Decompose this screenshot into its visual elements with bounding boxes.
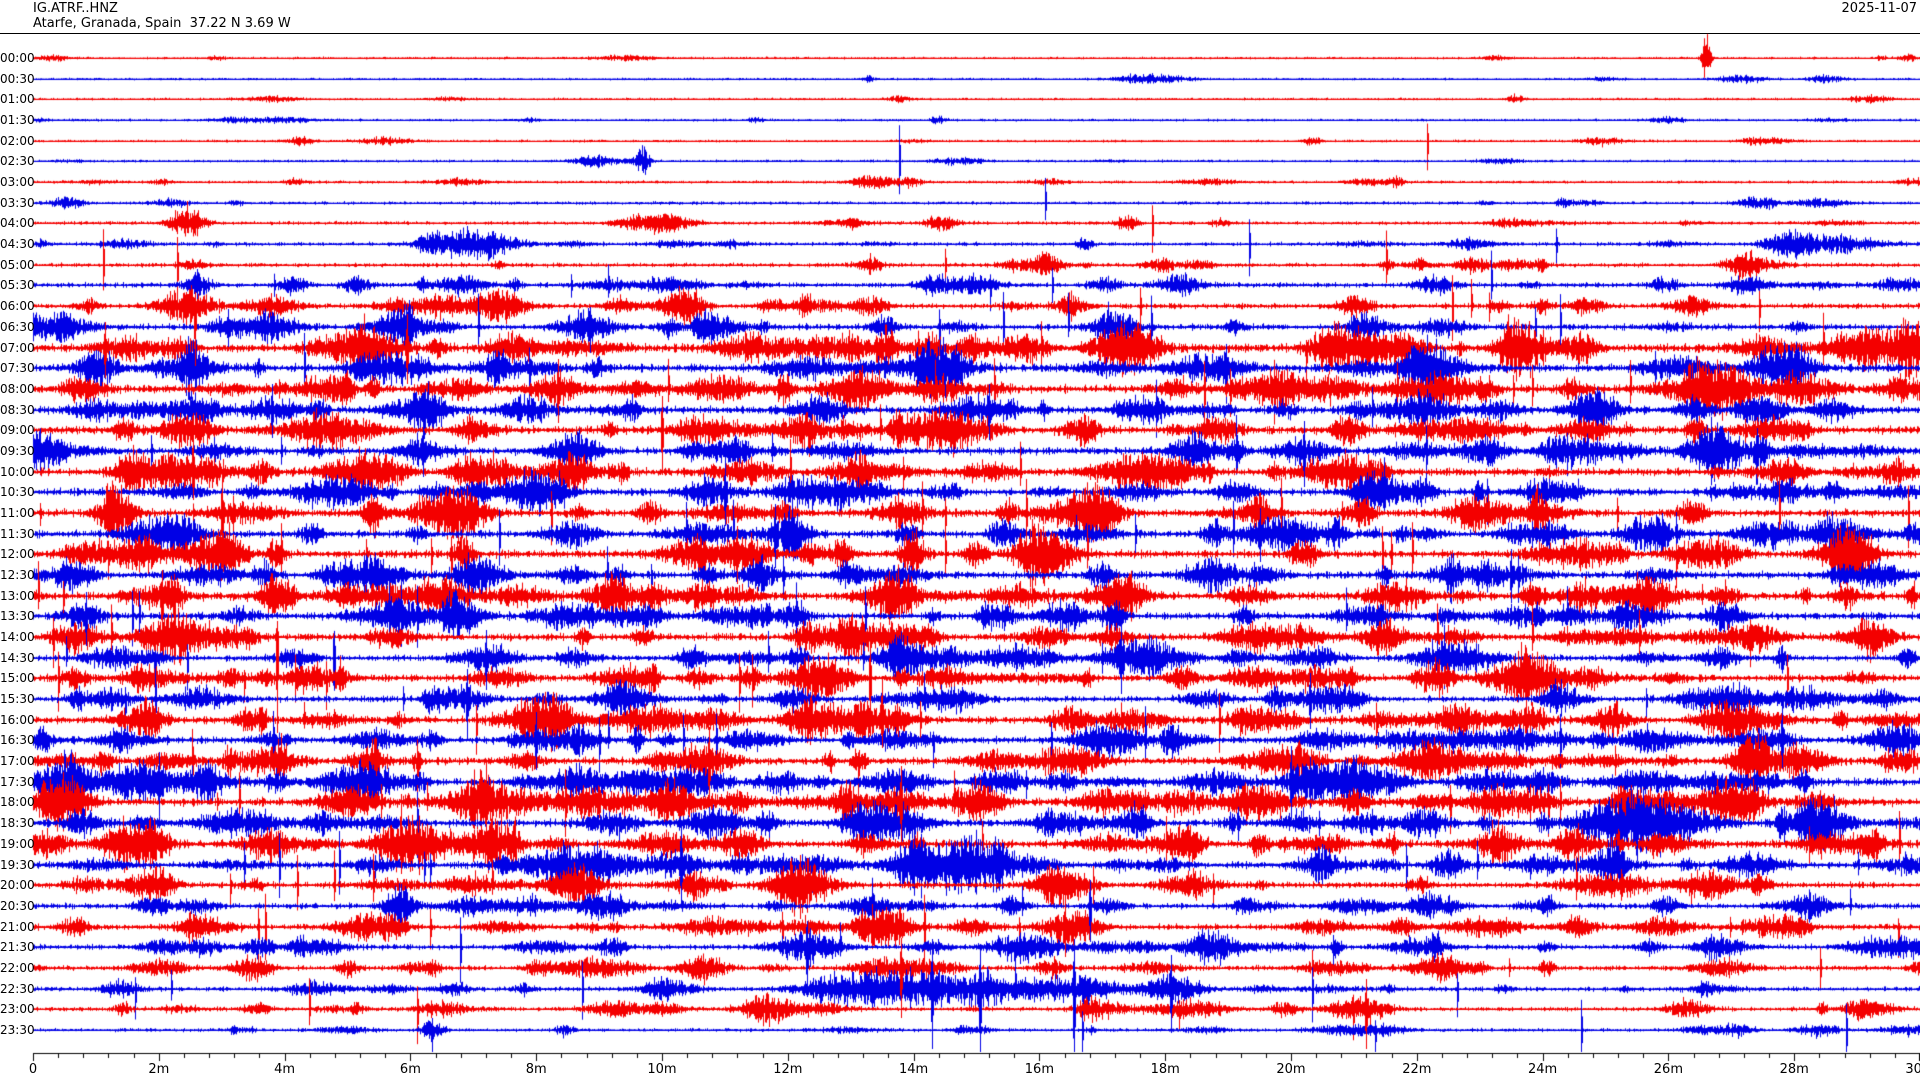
trace-time-label: 18:00 [0,795,35,809]
trace-time-label: 14:30 [0,651,35,665]
x-tick-label: 12m [773,1062,803,1077]
trace-time-label: 19:30 [0,858,35,872]
trace-time-label: 14:00 [0,630,35,644]
x-tick-label: 10m [647,1062,677,1077]
trace-time-label: 16:00 [0,713,35,727]
trace-time-label: 01:00 [0,92,35,106]
trace-time-label: 21:30 [0,940,35,954]
trace-time-label: 13:00 [0,589,35,603]
trace-time-label: 01:30 [0,113,35,127]
trace-time-label: 15:00 [0,671,35,685]
x-tick-label: 22m [1402,1062,1432,1077]
trace-time-label: 03:00 [0,175,35,189]
x-tick-label: 16m [1024,1062,1054,1077]
x-tick-label: 20m [1276,1062,1306,1077]
x-tick-label: 30m [1905,1062,1920,1077]
trace-time-label: 22:00 [0,961,35,975]
trace-time-label: 13:30 [0,609,35,623]
trace-time-label: 20:00 [0,878,35,892]
trace-time-label: 15:30 [0,692,35,706]
trace-time-label: 05:30 [0,278,35,292]
x-tick-label: 8m [525,1062,547,1077]
trace-time-label: 04:30 [0,237,35,251]
trace-time-label: 05:00 [0,258,35,272]
trace-time-label: 17:30 [0,775,35,789]
trace-time-label: 10:30 [0,485,35,499]
trace-time-label: 10:00 [0,465,35,479]
trace-time-label: 04:00 [0,216,35,230]
trace-time-label: 02:30 [0,154,35,168]
trace-time-label: 00:30 [0,72,35,86]
trace-time-label: 02:00 [0,134,35,148]
trace-time-label: 09:30 [0,444,35,458]
x-tick-label: 26m [1653,1062,1683,1077]
x-tick-label: 4m [274,1062,296,1077]
x-tick-label: 18m [1150,1062,1180,1077]
trace-time-label: 19:00 [0,837,35,851]
trace-time-label: 06:00 [0,299,35,313]
x-tick-label: 0 [28,1062,38,1077]
x-tick-label: 24m [1527,1062,1558,1077]
x-tick-label: 6m [399,1062,421,1077]
trace-time-label: 23:30 [0,1023,35,1037]
x-tick-label: 14m [898,1062,929,1077]
trace-time-label: 07:30 [0,361,35,375]
trace-time-label: 20:30 [0,899,35,913]
trace-time-label: 03:30 [0,196,35,210]
trace-time-label: 23:00 [0,1002,35,1016]
x-tick-label: 2m [148,1062,170,1077]
trace-time-label: 09:00 [0,423,35,437]
trace-time-label: 22:30 [0,982,35,996]
trace-time-label: 11:30 [0,527,35,541]
trace-time-label: 16:30 [0,733,35,747]
trace-time-label: 00:00 [0,51,35,65]
trace-time-label: 11:00 [0,506,35,520]
trace-time-label: 12:30 [0,568,35,582]
trace-time-label: 21:00 [0,920,35,934]
trace-time-label: 17:00 [0,754,35,768]
trace-time-label: 06:30 [0,320,35,334]
trace-time-label: 08:30 [0,403,35,417]
trace-time-label: 18:30 [0,816,35,830]
x-tick-label: 28m [1779,1062,1809,1077]
trace-time-label: 07:00 [0,341,35,355]
trace-time-label: 12:00 [0,547,35,561]
trace-time-label: 08:00 [0,382,35,396]
